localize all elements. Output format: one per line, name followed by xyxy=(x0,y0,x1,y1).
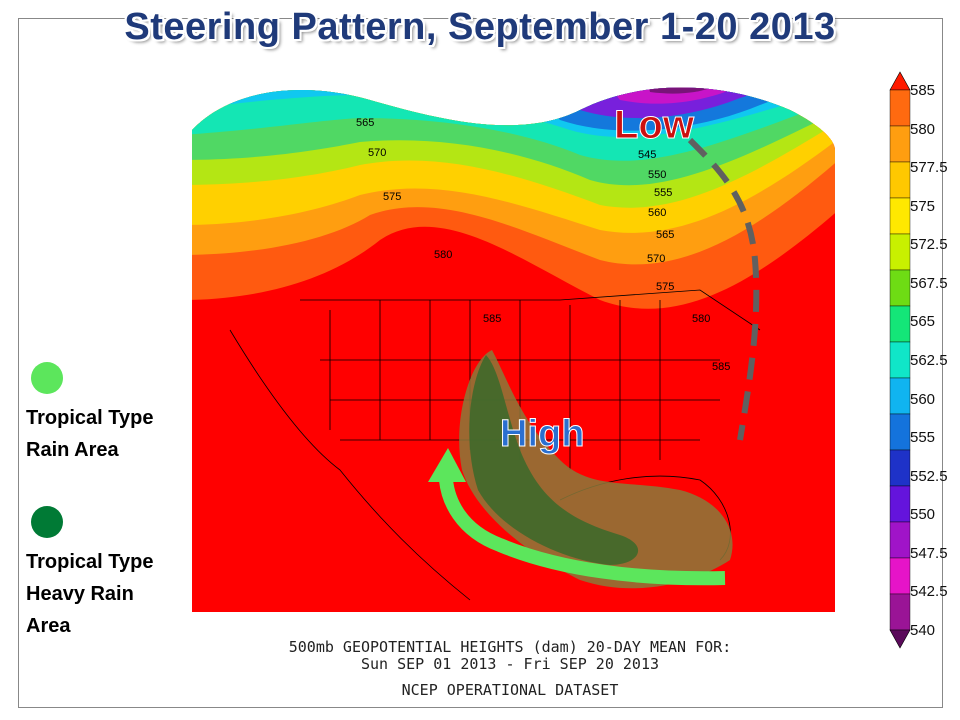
contour-label: 560 xyxy=(648,207,666,219)
map-frame xyxy=(18,18,943,708)
colorbar-swatch xyxy=(889,377,911,415)
colorbar xyxy=(889,71,911,649)
colorbar-top-arrow xyxy=(889,71,911,91)
slide-title: Steering Pattern, September 1-20 2013 xyxy=(124,6,836,48)
contour-label: 585 xyxy=(483,313,501,325)
contour-label: 575 xyxy=(383,191,401,203)
contour-label: 575 xyxy=(656,281,674,293)
colorbar-swatch xyxy=(889,161,911,199)
low-label: Low xyxy=(614,103,695,147)
legend-line: Tropical Type xyxy=(26,551,154,573)
colorbar-label: 542.5 xyxy=(910,583,948,601)
light-rain-dot xyxy=(31,362,63,394)
colorbar-swatch xyxy=(889,89,911,127)
colorbar-label: 577.5 xyxy=(910,159,948,177)
heavy-rain-legend-label: Tropical Type Heavy Rain Area xyxy=(26,546,153,642)
high-label: High xyxy=(500,413,584,455)
steering-arrow xyxy=(439,479,726,586)
contour-label: 580 xyxy=(434,249,452,261)
colorbar-swatch xyxy=(889,305,911,343)
steering-arrowhead xyxy=(428,448,466,482)
trough-axis xyxy=(687,137,760,441)
colorbar-swatch xyxy=(889,233,911,271)
colorbar-swatch xyxy=(889,197,911,235)
colorbar-label: 547.5 xyxy=(910,544,948,562)
legend-line: Area xyxy=(26,615,71,637)
colorbar-label: 585 xyxy=(910,82,936,99)
heavy-rain-area xyxy=(469,355,639,565)
colorbar-swatch xyxy=(889,485,911,523)
colorbar-label: 562.5 xyxy=(910,352,948,369)
contour-label: 565 xyxy=(656,229,674,241)
colorbar-swatch xyxy=(889,125,911,163)
legend-line: Rain Area xyxy=(26,439,119,461)
colorbar-swatch xyxy=(889,413,911,451)
colorbar-label: 575 xyxy=(910,197,936,215)
heavy-rain-dot xyxy=(31,506,63,538)
colorbar-swatch xyxy=(889,521,911,559)
colorbar-label: 565 xyxy=(910,313,936,331)
colorbar-bottom-arrow xyxy=(889,629,911,649)
contour-label: 555 xyxy=(654,187,672,199)
colorbar-swatch xyxy=(889,557,911,595)
light-rain-legend-label: Tropical Type Rain Area xyxy=(26,402,153,466)
contour-label: 545 xyxy=(638,149,656,161)
map-caption-line1: 500mb GEOPOTENTIAL HEIGHTS (dam) 20-DAY … xyxy=(288,638,732,656)
legend-line: Tropical Type xyxy=(26,407,154,429)
colorbar-swatch xyxy=(889,341,911,379)
colorbar-label: 572.5 xyxy=(910,236,948,254)
colorbar-swatch xyxy=(889,269,911,307)
colorbar-swatch xyxy=(889,449,911,487)
contour-label: 585 xyxy=(712,361,730,373)
contour-label: 580 xyxy=(692,313,710,325)
contour-label: 550 xyxy=(648,169,666,181)
colorbar-label: 560 xyxy=(910,390,936,408)
colorbar-label: 555 xyxy=(910,429,936,447)
colorbar-label: 552.5 xyxy=(910,467,948,485)
contour-label: 565 xyxy=(356,117,374,129)
contour-labels: 565 570 575 580 585 545 550 555 560 565 … xyxy=(356,117,730,373)
colorbar-label: 550 xyxy=(910,506,936,524)
colorbar-label: 580 xyxy=(910,120,936,138)
colorbar-swatch xyxy=(889,593,911,631)
contour-label: 570 xyxy=(647,253,665,265)
legend-line: Heavy Rain xyxy=(26,583,134,605)
colorbar-label: 540 xyxy=(910,622,936,639)
contour-label: 570 xyxy=(368,147,386,159)
map-caption-line2: Sun SEP 01 2013 - Fri SEP 20 2013 xyxy=(360,655,659,673)
colorbar-label: 567.5 xyxy=(910,274,948,292)
map-caption-line3: NCEP OPERATIONAL DATASET xyxy=(401,681,619,699)
